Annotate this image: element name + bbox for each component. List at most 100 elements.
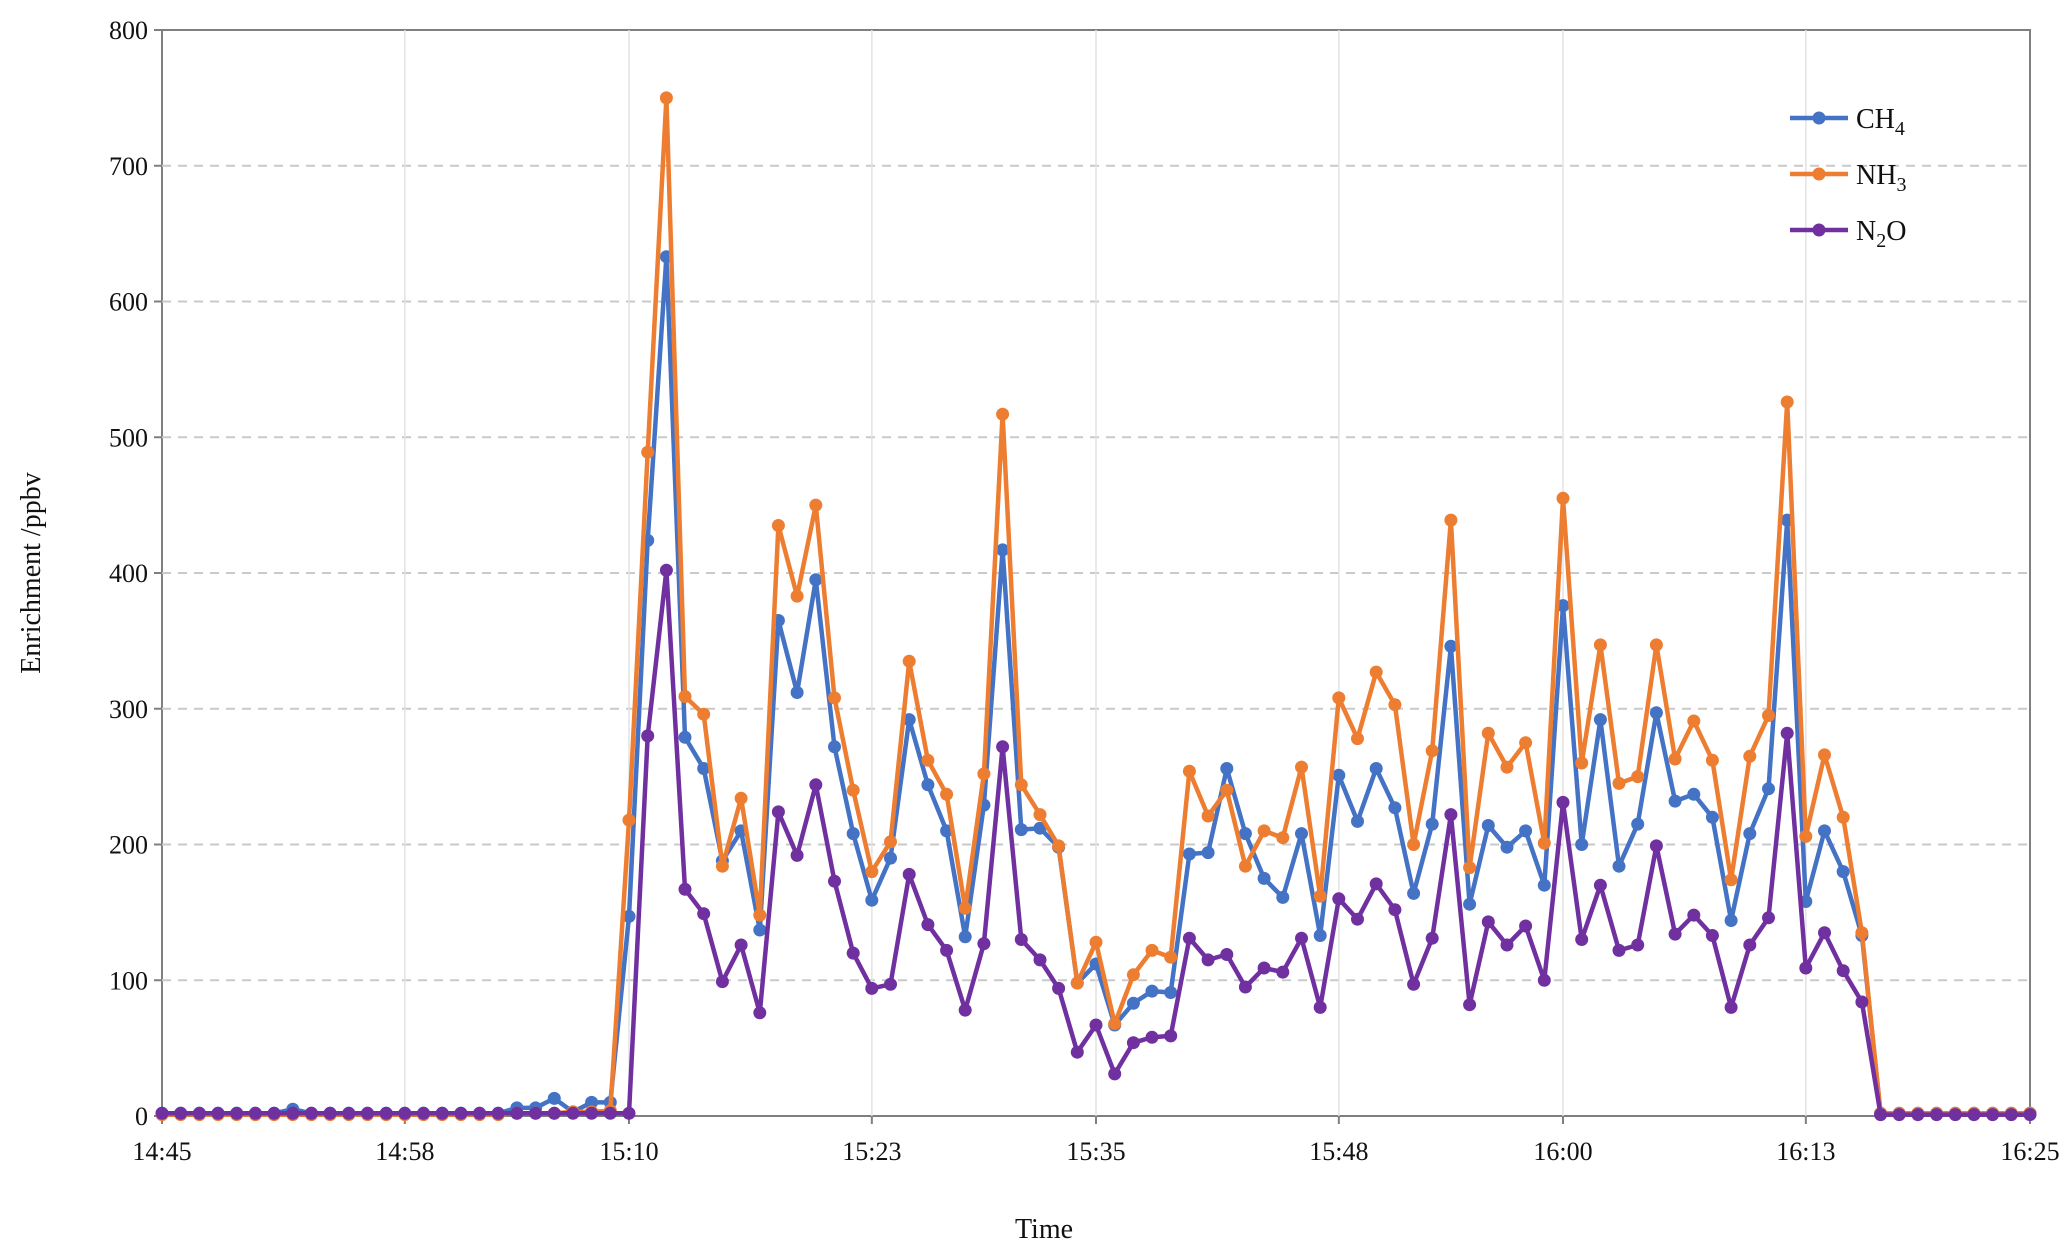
data-point <box>398 1106 412 1120</box>
y-tick-label: 300 <box>109 695 148 724</box>
x-tick-label: 14:45 <box>132 1137 191 1166</box>
legend-item-ch4: CH4 <box>1790 104 1905 140</box>
legend-label-base: NH <box>1856 160 1896 191</box>
data-point <box>1649 638 1663 652</box>
legend-label-subscript: 4 <box>1895 118 1905 140</box>
data-point <box>1276 890 1290 904</box>
data-point <box>715 975 729 989</box>
data-point <box>1351 732 1364 746</box>
data-point <box>940 787 954 801</box>
data-point <box>1743 749 1757 763</box>
data-point <box>174 1106 188 1120</box>
data-point <box>1425 744 1439 758</box>
data-point <box>211 1106 225 1120</box>
data-point <box>996 740 1010 754</box>
data-point <box>1836 865 1850 879</box>
legend-label: NH3 <box>1856 160 1906 196</box>
data-point <box>1799 961 1813 975</box>
data-point <box>1332 691 1346 705</box>
y-tick-label: 500 <box>109 423 148 452</box>
data-point <box>1649 839 1663 853</box>
gridlines <box>162 30 2030 1116</box>
data-point <box>342 1106 356 1120</box>
data-point <box>977 937 991 951</box>
data-point <box>753 923 767 937</box>
y-tick-label: 600 <box>109 288 148 317</box>
data-point <box>1089 1018 1103 1032</box>
data-point <box>846 827 860 841</box>
data-point <box>1257 871 1271 885</box>
data-point <box>1238 827 1252 841</box>
data-point <box>1575 933 1589 946</box>
data-point <box>641 729 655 743</box>
data-point <box>1986 1108 2000 1122</box>
data-point <box>1463 998 1477 1012</box>
data-point <box>902 713 916 727</box>
data-point <box>678 730 692 744</box>
data-point <box>1182 764 1196 778</box>
data-point <box>417 1106 430 1120</box>
data-point <box>790 848 804 862</box>
data-point <box>1649 706 1663 720</box>
y-tick-label: 200 <box>109 831 148 860</box>
data-point <box>1052 981 1066 995</box>
data-point <box>1612 859 1626 873</box>
data-point <box>1014 933 1028 946</box>
data-point <box>1257 824 1271 838</box>
data-point <box>1145 943 1159 957</box>
data-point <box>790 589 804 603</box>
data-point <box>1444 639 1458 653</box>
data-point <box>286 1106 300 1120</box>
data-point <box>603 1106 617 1120</box>
data-point <box>734 938 748 952</box>
data-point <box>1519 919 1533 933</box>
data-point <box>435 1106 449 1120</box>
series-n2o <box>155 563 2037 1122</box>
data-point <box>1500 760 1514 774</box>
data-point <box>1668 927 1682 941</box>
legend-label-subscript: 3 <box>1896 174 1906 196</box>
data-point <box>1818 926 1831 940</box>
data-point <box>1705 810 1719 824</box>
data-point <box>1519 736 1533 750</box>
data-point <box>753 908 767 922</box>
data-point <box>1295 931 1308 945</box>
y-axis-title: Enrichment /ppbv <box>16 472 47 673</box>
data-point <box>1724 1000 1738 1014</box>
data-point <box>697 762 711 775</box>
data-point <box>865 893 879 907</box>
data-point <box>1220 783 1234 797</box>
data-point <box>884 835 897 849</box>
data-point <box>1238 980 1252 994</box>
data-point <box>1033 821 1047 835</box>
data-point <box>921 753 935 767</box>
data-point <box>715 859 729 873</box>
data-point <box>1724 873 1738 887</box>
data-point <box>491 1106 505 1120</box>
data-point <box>1369 877 1383 891</box>
data-point <box>1593 638 1607 652</box>
data-point <box>1070 1045 1084 1059</box>
data-point <box>1238 859 1252 873</box>
data-point <box>1182 847 1196 861</box>
data-point <box>1351 912 1364 926</box>
data-point <box>1425 931 1439 945</box>
data-point <box>1425 817 1439 831</box>
data-point <box>1126 1036 1140 1050</box>
data-point <box>958 901 972 915</box>
data-point <box>230 1106 244 1120</box>
data-point <box>1687 787 1701 801</box>
y-tick-label: 700 <box>109 152 148 181</box>
data-point <box>1014 778 1028 792</box>
data-point <box>1892 1108 1906 1122</box>
data-point <box>1668 752 1682 766</box>
data-point <box>622 909 636 923</box>
data-point <box>1612 776 1626 790</box>
x-tick-label: 15:48 <box>1309 1137 1368 1166</box>
legend-item-nh3: NH3 <box>1790 160 1906 196</box>
data-point <box>1762 782 1775 796</box>
data-point <box>884 977 897 991</box>
data-point <box>1481 819 1495 832</box>
data-point <box>379 1106 393 1120</box>
